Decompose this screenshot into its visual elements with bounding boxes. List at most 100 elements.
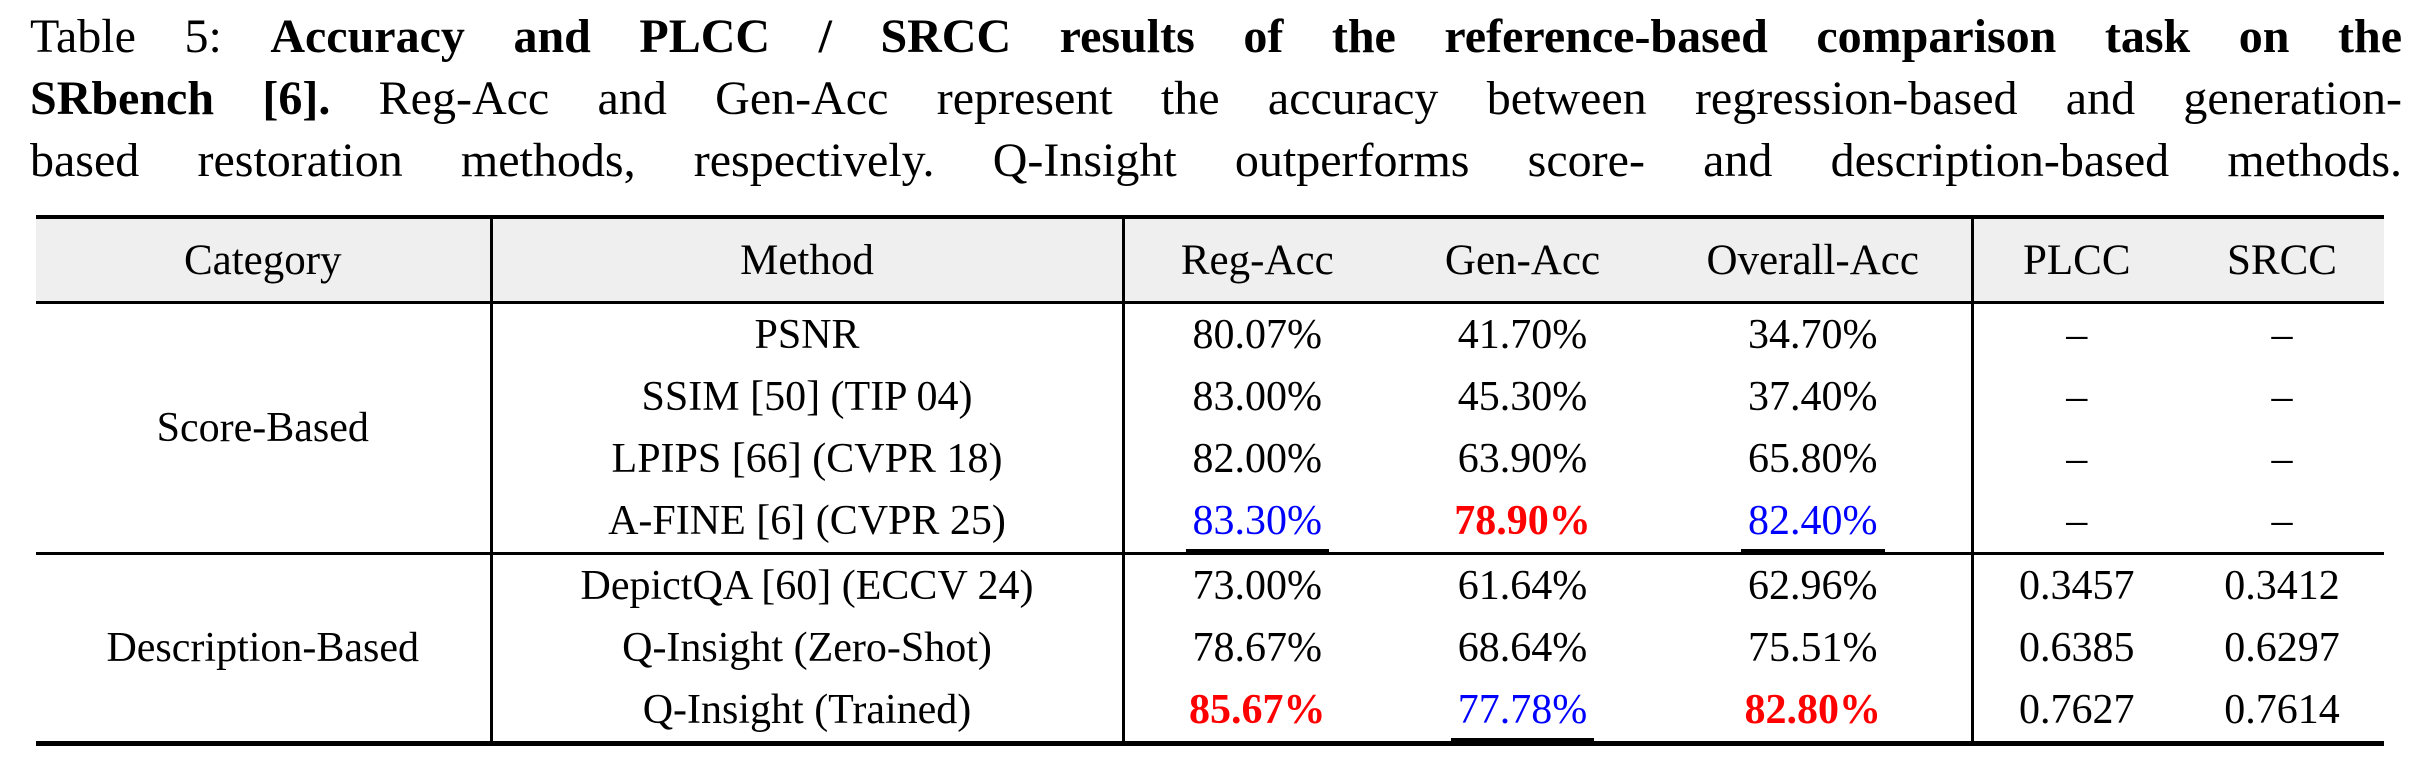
header-row: Category Method Reg-Acc Gen-Acc Overall-… — [36, 217, 2384, 304]
metric-value: – — [2271, 374, 2293, 420]
column-header-reg-acc: Reg-Acc — [1123, 217, 1390, 304]
value-cell-plcc: 0.3457 — [1972, 552, 2180, 617]
method-cell: Q-Insight (Trained) — [491, 679, 1125, 744]
metric-value: 82.00% — [1192, 436, 1323, 482]
value-cell-srcc: – — [2180, 303, 2384, 367]
metric-value: 82.80% — [1744, 687, 1882, 733]
value-cell-gen-acc: 41.70% — [1390, 303, 1655, 367]
table-caption: Table 5: Accuracy and PLCC / SRCC result… — [30, 6, 2402, 192]
metric-value: – — [2271, 498, 2293, 544]
metric-value: 82.40% — [1741, 499, 1885, 554]
metric-value: – — [2066, 436, 2088, 482]
metric-value: 83.00% — [1192, 374, 1323, 420]
value-cell-reg-acc: 83.00% — [1123, 366, 1390, 428]
value-cell-reg-acc: 85.67% — [1123, 679, 1390, 744]
caption-text: based restoration methods, respectively.… — [30, 134, 2402, 187]
caption-bold-title-cont: SRbench [6]. — [30, 72, 331, 125]
method-cell: A-FINE [6] (CVPR 25) — [491, 490, 1125, 554]
value-cell-srcc: – — [2180, 428, 2384, 490]
method-cell: PSNR — [491, 302, 1125, 366]
metric-value: 0.3457 — [2019, 563, 2135, 609]
value-cell-plcc: 0.6385 — [1972, 617, 2180, 679]
metric-value: – — [2066, 498, 2088, 544]
metric-value: – — [2066, 312, 2088, 358]
caption-bold-title: Accuracy and PLCC / SRCC results of the … — [270, 10, 2403, 63]
metric-value: 41.70% — [1457, 312, 1588, 358]
metric-value: 65.80% — [1748, 436, 1878, 482]
metric-value: 75.51% — [1748, 625, 1878, 671]
caption-line: SRbench [6]. Reg-Acc and Gen-Acc represe… — [30, 68, 2402, 130]
metric-value: 85.67% — [1189, 687, 1326, 733]
value-cell-overall-acc: 75.51% — [1655, 617, 1974, 679]
metric-value: 73.00% — [1192, 563, 1323, 609]
value-cell-srcc: 0.7614 — [2180, 679, 2384, 744]
value-cell-overall-acc: 34.70% — [1655, 302, 1974, 366]
metric-value: 77.78% — [1450, 688, 1595, 743]
value-cell-plcc: – — [1972, 428, 2180, 490]
table-row-qinsight-trained: Q-Insight (Trained) 85.67% 77.78% 82.80%… — [36, 679, 2384, 744]
results-table-wrapper: Category Method Reg-Acc Gen-Acc Overall-… — [36, 215, 2384, 746]
table-row-lpips: LPIPS [66] (CVPR 18) 82.00% 63.90% 65.80… — [36, 428, 2384, 490]
value-cell-srcc: – — [2180, 490, 2384, 554]
method-cell: SSIM [50] (TIP 04) — [491, 366, 1125, 428]
results-table: Category Method Reg-Acc Gen-Acc Overall-… — [36, 215, 2384, 746]
column-header-gen-acc: Gen-Acc — [1390, 217, 1655, 304]
column-header-method: Method — [491, 217, 1125, 304]
category-cell-description-based: Description-Based — [36, 552, 493, 744]
metric-value: 63.90% — [1457, 436, 1588, 482]
table-row-afine: A-FINE [6] (CVPR 25) 83.30% 78.90% 82.40… — [36, 490, 2384, 554]
value-cell-gen-acc: 63.90% — [1390, 428, 1655, 490]
value-cell-overall-acc: 37.40% — [1655, 366, 1974, 428]
caption-line: Table 5: Accuracy and PLCC / SRCC result… — [30, 6, 2402, 68]
metric-value: 61.64% — [1457, 563, 1588, 609]
metric-value: 0.6385 — [2019, 625, 2135, 671]
method-cell: DepictQA [60] (ECCV 24) — [491, 552, 1125, 617]
value-cell-reg-acc: 80.07% — [1123, 303, 1390, 367]
metric-value: 37.40% — [1748, 374, 1878, 420]
metric-value: 34.70% — [1748, 312, 1878, 358]
value-cell-gen-acc: 68.64% — [1390, 617, 1655, 679]
table-row-qinsight-zeroshot: Q-Insight (Zero-Shot) 78.67% 68.64% 75.5… — [36, 617, 2384, 679]
metric-value: 0.6297 — [2224, 625, 2340, 671]
value-cell-plcc: 0.7627 — [1972, 679, 2180, 744]
metric-value: – — [2271, 312, 2293, 358]
metric-value: 0.3412 — [2224, 563, 2340, 609]
metric-value: 68.64% — [1457, 625, 1588, 671]
metric-value: 78.67% — [1192, 625, 1323, 671]
value-cell-overall-acc: 82.80% — [1655, 679, 1974, 744]
metric-value: 0.7627 — [2019, 687, 2135, 733]
metric-value: – — [2066, 374, 2088, 420]
column-header-category: Category — [36, 217, 493, 304]
value-cell-gen-acc: 45.30% — [1390, 366, 1655, 428]
value-cell-gen-acc: 61.64% — [1390, 552, 1655, 617]
column-header-overall-acc: Overall-Acc — [1655, 217, 1974, 304]
value-cell-plcc: – — [1972, 366, 2180, 428]
column-header-plcc: PLCC — [1972, 217, 2180, 304]
value-cell-plcc: – — [1972, 303, 2180, 367]
value-cell-overall-acc: 82.40% — [1655, 490, 1974, 554]
caption-line: based restoration methods, respectively.… — [30, 130, 2402, 192]
method-cell: LPIPS [66] (CVPR 18) — [491, 428, 1125, 490]
value-cell-gen-acc: 78.90% — [1390, 490, 1655, 554]
value-cell-gen-acc: 77.78% — [1390, 679, 1655, 744]
value-cell-reg-acc: 78.67% — [1123, 617, 1390, 679]
column-header-srcc: SRCC — [2180, 217, 2384, 304]
method-cell: Q-Insight (Zero-Shot) — [491, 617, 1125, 679]
caption-table-label: Table 5: — [30, 10, 271, 63]
metric-value: 0.7614 — [2224, 687, 2340, 733]
metric-value: 83.30% — [1185, 499, 1329, 554]
value-cell-overall-acc: 62.96% — [1655, 552, 1974, 617]
metric-value: – — [2271, 436, 2293, 482]
metric-value: 80.07% — [1192, 312, 1323, 358]
metric-value: 78.90% — [1454, 498, 1591, 544]
value-cell-plcc: – — [1972, 490, 2180, 554]
caption-text: Reg-Acc and Gen-Acc represent the accura… — [330, 72, 2402, 125]
metric-value: 62.96% — [1748, 563, 1878, 609]
value-cell-reg-acc: 73.00% — [1123, 552, 1390, 617]
value-cell-overall-acc: 65.80% — [1655, 428, 1974, 490]
value-cell-reg-acc: 83.30% — [1123, 490, 1390, 554]
value-cell-reg-acc: 82.00% — [1123, 428, 1390, 490]
value-cell-srcc: 0.6297 — [2180, 617, 2384, 679]
category-cell-score-based: Score-Based — [36, 302, 493, 554]
